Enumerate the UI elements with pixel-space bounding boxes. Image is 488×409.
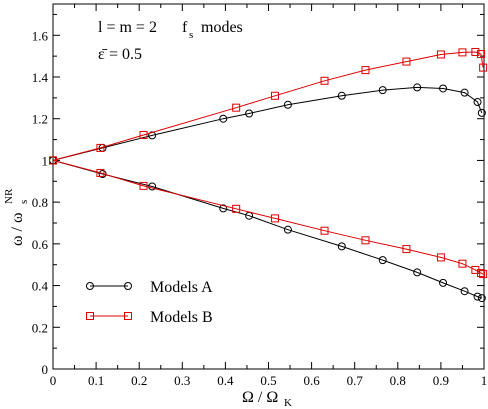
models-a-point <box>148 182 157 191</box>
models-b-point <box>270 214 279 223</box>
x-tick-label: 0.3 <box>174 373 190 388</box>
models-a-point <box>378 256 387 265</box>
x-axis-label-main: Ω / Ω <box>242 389 278 406</box>
x-tick-label: 0.5 <box>260 373 276 388</box>
x-tick-label: 0.6 <box>303 373 320 388</box>
legend-marker-a-right <box>124 282 132 290</box>
models-a-point <box>460 287 469 296</box>
annotation-modes-suffix: modes <box>201 19 243 36</box>
x-tick-label: 0.9 <box>433 373 449 388</box>
x-tick-labels: 0 0.1 0.2 0.3 0.4 0.5 0.6 0.7 0.8 0.9 1 <box>50 373 488 388</box>
y-axis-label: ω / ω s NR <box>3 188 30 246</box>
models-b-point <box>402 245 411 254</box>
annotation-epsilon-value: = 0.5 <box>109 46 142 63</box>
x-tick-label: 0.7 <box>347 373 364 388</box>
models-b-line-upper <box>52 51 484 161</box>
models-b-point <box>436 50 445 59</box>
models-a-point <box>439 84 448 93</box>
legend-marker-b-left <box>86 312 94 320</box>
models-b-point <box>232 103 241 112</box>
y-tick-label: 1.6 <box>32 28 49 43</box>
y-tick-label: 1.4 <box>32 70 49 85</box>
y-tick-label: 0 <box>42 362 49 377</box>
x-tick-label: 0.1 <box>88 373 104 388</box>
models-a-point <box>473 292 482 301</box>
annotation-epsilon-symbol: ε̄ <box>98 46 108 63</box>
annotation-modes: l = m = 2 f s modes <box>98 19 243 41</box>
models-a-point <box>283 225 292 234</box>
x-axis-label: Ω / Ω K <box>242 389 292 409</box>
models-b-point <box>402 57 411 66</box>
models-a-point <box>245 109 254 118</box>
models-b-point <box>479 63 488 72</box>
y-tick-labels: 0 0.2 0.4 0.6 0.8 1 1.2 1.4 1.6 <box>32 28 49 377</box>
legend-label-a: Models A <box>150 279 213 296</box>
models-b-point <box>139 130 148 139</box>
legend-marker-b-right <box>124 312 132 320</box>
models-a-point <box>439 278 448 287</box>
legend-marker-a-left <box>86 282 94 290</box>
legend-label-b: Models B <box>150 309 213 326</box>
annotation-lm: l = m = 2 <box>98 19 157 36</box>
models-a-point <box>148 131 157 140</box>
models-b-point <box>139 181 148 190</box>
x-axis-label-sub: K <box>284 397 292 409</box>
y-tick-label: 0.8 <box>32 195 48 210</box>
models-a-point <box>219 114 228 123</box>
models-a-point <box>477 108 486 117</box>
axis-ticks <box>52 4 485 370</box>
models-b-point <box>458 259 467 268</box>
models-b-point <box>49 156 57 165</box>
models-a-point <box>283 100 292 109</box>
models-a-point <box>337 91 346 100</box>
y-tick-label: 0.4 <box>32 279 49 294</box>
y-axis-label-sub: s <box>18 200 30 204</box>
models-b-point <box>320 226 329 235</box>
models-b-point <box>458 48 467 57</box>
models-b-point <box>270 91 279 100</box>
y-tick-label: 1 <box>42 153 49 168</box>
models-a-point <box>413 268 422 277</box>
x-tick-label: 0.2 <box>131 373 147 388</box>
models-b-point <box>471 47 480 56</box>
annotation-epsilon: ε̄ = 0.5 <box>98 46 142 63</box>
models-b-point <box>436 253 445 262</box>
y-axis-label-sup: NR <box>3 188 15 204</box>
models-a-line-upper <box>52 86 483 161</box>
x-tick-label: 1 <box>481 373 488 388</box>
models-b-point <box>320 76 329 85</box>
y-axis-label-main: ω / ω <box>9 212 26 246</box>
models-a-point <box>460 88 469 97</box>
models-a-point <box>337 242 346 251</box>
models-b-point <box>476 50 485 59</box>
models-b-point <box>476 269 485 278</box>
series-group <box>49 47 488 303</box>
x-tick-label: 0 <box>50 373 57 388</box>
models-b-point <box>479 270 488 279</box>
models-b-point <box>361 236 370 245</box>
models-a-point <box>477 294 486 303</box>
models-b-point <box>96 168 105 177</box>
models-a-point <box>413 83 422 92</box>
x-tick-label: 0.4 <box>217 373 234 388</box>
annotation-mode-symbol: f <box>182 19 188 36</box>
models-b-point <box>96 143 105 152</box>
models-a-point <box>219 204 228 213</box>
models-a-line-lower <box>52 159 482 299</box>
models-a-point <box>473 98 482 107</box>
models-b-point <box>361 66 370 75</box>
models-b-point <box>232 204 241 213</box>
y-tick-label: 0.2 <box>32 320 48 335</box>
x-tick-label: 0.8 <box>390 373 406 388</box>
models-a-point <box>378 86 387 95</box>
y-tick-label: 0.6 <box>32 237 49 252</box>
models-a-point <box>98 169 107 178</box>
y-tick-label: 1.2 <box>32 112 48 127</box>
legend: Models A Models B <box>86 279 213 326</box>
annotation-mode-subscript: s <box>189 29 193 41</box>
models-b-line-lower <box>52 159 484 275</box>
